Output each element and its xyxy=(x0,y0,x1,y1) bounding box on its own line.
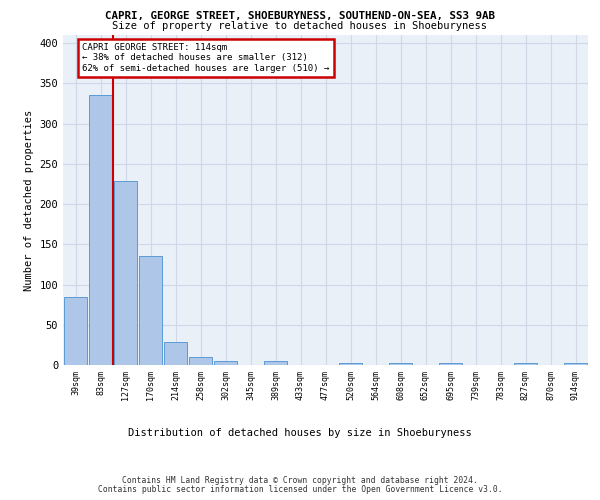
Text: Contains HM Land Registry data © Crown copyright and database right 2024.: Contains HM Land Registry data © Crown c… xyxy=(122,476,478,485)
Bar xyxy=(514,362,538,365)
Bar xyxy=(89,96,112,365)
Bar xyxy=(139,256,163,365)
Text: Distribution of detached houses by size in Shoeburyness: Distribution of detached houses by size … xyxy=(128,428,472,438)
Bar xyxy=(563,362,587,365)
Text: Contains public sector information licensed under the Open Government Licence v3: Contains public sector information licen… xyxy=(98,485,502,494)
Bar xyxy=(164,342,187,365)
Bar xyxy=(439,362,463,365)
Text: CAPRI GEORGE STREET: 114sqm
← 38% of detached houses are smaller (312)
62% of se: CAPRI GEORGE STREET: 114sqm ← 38% of det… xyxy=(83,43,330,73)
Text: Size of property relative to detached houses in Shoeburyness: Size of property relative to detached ho… xyxy=(113,21,487,31)
Y-axis label: Number of detached properties: Number of detached properties xyxy=(24,110,34,290)
Bar xyxy=(263,361,287,365)
Bar xyxy=(214,361,238,365)
Bar xyxy=(188,357,212,365)
Text: CAPRI, GEORGE STREET, SHOEBURYNESS, SOUTHEND-ON-SEA, SS3 9AB: CAPRI, GEORGE STREET, SHOEBURYNESS, SOUT… xyxy=(105,11,495,21)
Bar xyxy=(338,362,362,365)
Bar xyxy=(113,182,137,365)
Bar xyxy=(64,296,88,365)
Bar xyxy=(389,362,412,365)
